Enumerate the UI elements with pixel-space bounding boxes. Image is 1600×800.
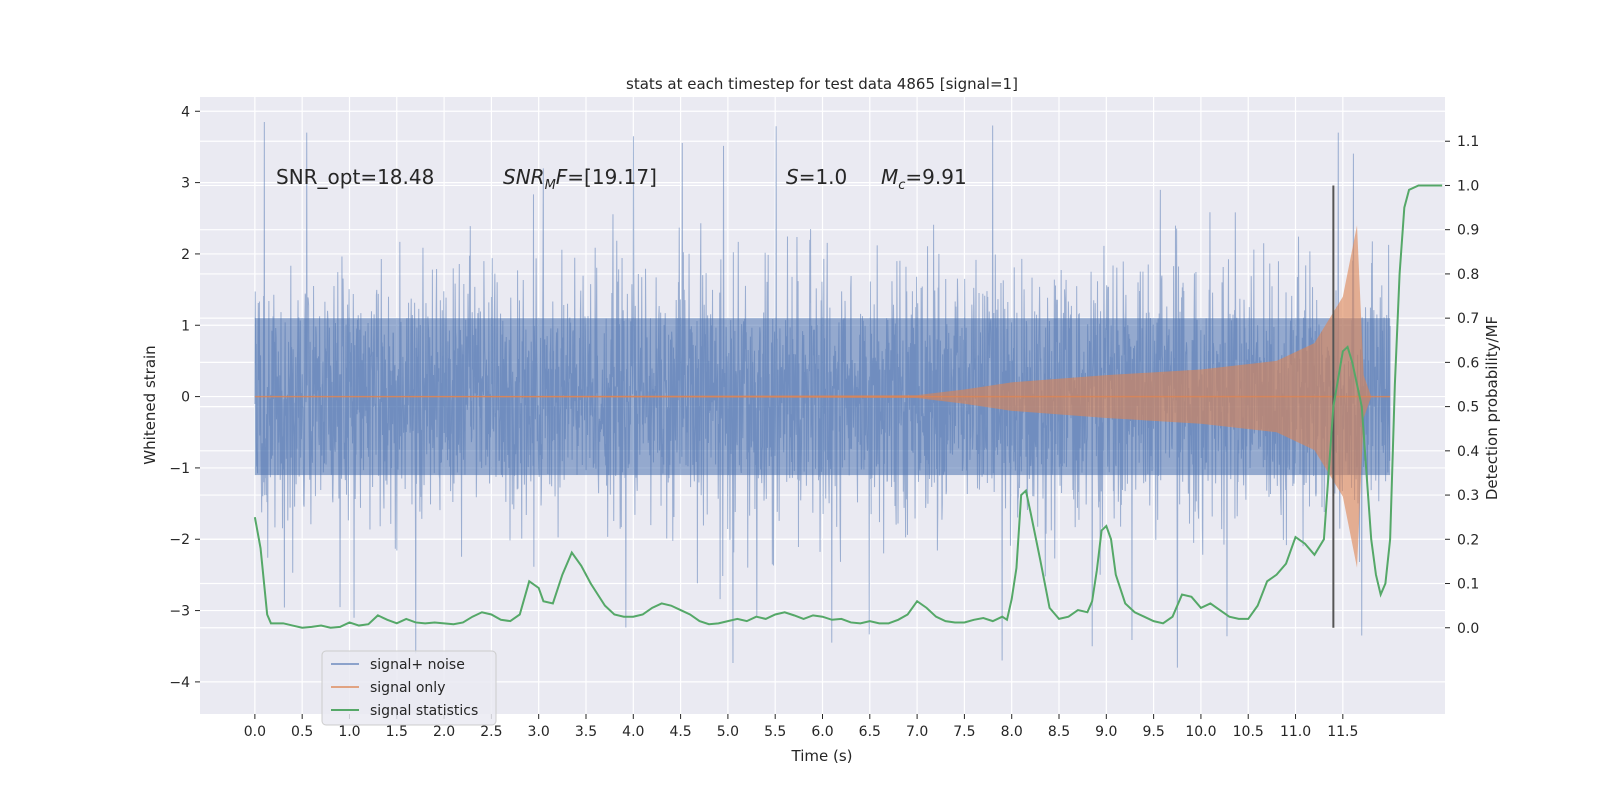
signal-statistics-line (253, 184, 1443, 629)
y-tick-label: 0 (181, 390, 190, 406)
x-tick-label: 3.0 (528, 724, 550, 740)
annotation-mc: Mc=9.91 (881, 165, 967, 193)
y2-tick-label: 0.1 (1457, 577, 1479, 593)
y2-tick-label: 0.9 (1457, 223, 1479, 239)
x-tick-label: 0.0 (244, 724, 266, 740)
x-tick-label: 8.5 (1048, 724, 1070, 740)
x-tick-label: 7.5 (953, 724, 975, 740)
y2-tick-label: 0.5 (1457, 400, 1479, 416)
y-tick-label: −1 (169, 461, 190, 477)
y-tick-label: 3 (181, 176, 190, 192)
x-ticks: 0.0 0.5 1.0 1.5 2.0 2.5 3.0 3.5 4.0 4.5 5.0 5.5 6.0 6… (244, 714, 1358, 740)
x-tick-label: 11.5 (1327, 724, 1358, 740)
x-tick-label: 11.0 (1280, 724, 1311, 740)
chart-title: stats at each timestep for test data 486… (626, 75, 1018, 93)
y-axis-label: Whitened strain (141, 345, 159, 464)
annotation-snr-mf-value: =[19.17] (567, 165, 657, 189)
x-tick-label: 1.5 (386, 724, 408, 740)
x-tick-label: 3.5 (575, 724, 597, 740)
x-tick-label: 7.0 (906, 724, 928, 740)
x-tick-label: 10.5 (1233, 724, 1264, 740)
annotation-snr-mf: SNRMF=[19.17] (503, 165, 657, 193)
y-tick-label: −2 (169, 532, 190, 548)
y-tick-label: 1 (181, 318, 190, 334)
x-tick-label: 9.5 (1142, 724, 1164, 740)
y2-tick-label: 1.0 (1457, 178, 1479, 194)
legend-label-signal-only: signal only (370, 680, 445, 696)
annotation-s: S=1.0 (786, 165, 847, 189)
y2-tick-label: 0.8 (1457, 267, 1479, 283)
y2-axis-label: Detection probability/MF (1483, 316, 1501, 500)
x-tick-label: 5.5 (764, 724, 786, 740)
y2-tick-label: 0.6 (1457, 355, 1479, 371)
annotation-snr-opt: SNR_opt=18.48 (276, 165, 434, 189)
y-ticks: 4 3 2 1 0 −1 −2 −3 −4 (169, 104, 200, 691)
y2-ticks: 1.1 1.0 0.9 0.8 0.7 0.6 0.5 0.4 0.3 0.2 0.1 0.0 (1445, 134, 1479, 637)
x-tick-label: 8.0 (1001, 724, 1023, 740)
y2-tick-label: 1.1 (1457, 134, 1479, 150)
legend: signal+ noise signal only signal statist… (321, 650, 497, 726)
series-layer (253, 121, 1443, 668)
x-tick-label: 1.0 (338, 724, 360, 740)
x-tick-label: 2.0 (433, 724, 455, 740)
x-tick-label: 6.0 (811, 724, 833, 740)
y2-tick-label: 0.3 (1457, 488, 1479, 504)
x-tick-label: 2.5 (480, 724, 502, 740)
y-tick-label: −3 (169, 604, 190, 620)
x-axis-label: Time (s) (791, 747, 853, 765)
y2-tick-label: 0.4 (1457, 444, 1479, 460)
y-tick-label: −4 (169, 675, 190, 691)
y-tick-label: 4 (181, 104, 190, 120)
x-tick-label: 9.0 (1095, 724, 1117, 740)
x-tick-label: 4.5 (669, 724, 691, 740)
legend-box (321, 650, 497, 726)
y2-tick-label: 0.2 (1457, 532, 1479, 548)
x-tick-label: 0.5 (291, 724, 313, 740)
y-tick-label: 2 (181, 247, 190, 263)
x-tick-label: 5.0 (717, 724, 739, 740)
signal-noise-line (254, 121, 1391, 668)
legend-label-signal-statistics: signal statistics (370, 703, 478, 719)
y2-tick-label: 0.0 (1457, 621, 1479, 637)
x-tick-label: 10.0 (1185, 724, 1216, 740)
legend-label-signal-noise: signal+ noise (370, 657, 465, 673)
annotation-mc-value: =9.91 (905, 165, 966, 189)
x-tick-label: 6.5 (859, 724, 881, 740)
y2-tick-label: 0.7 (1457, 311, 1479, 327)
x-tick-label: 4.0 (622, 724, 644, 740)
annotation-s-value: =1.0 (799, 165, 848, 189)
